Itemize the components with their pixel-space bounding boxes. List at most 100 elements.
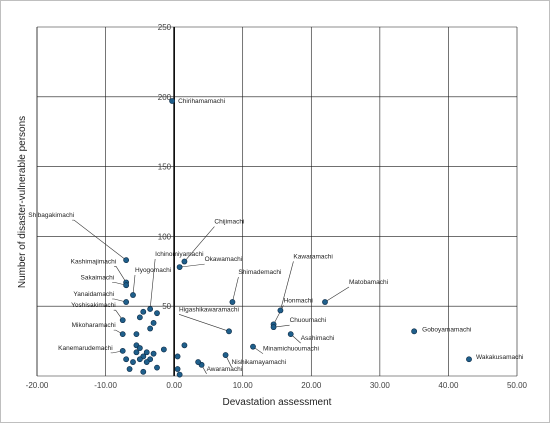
data-point	[123, 356, 130, 363]
data-point	[169, 98, 175, 104]
grid-layer	[36, 26, 518, 377]
leader-line	[110, 350, 123, 354]
point-label: Wakakusamachi	[476, 354, 523, 361]
leader-line	[179, 263, 205, 268]
data-point	[130, 292, 136, 298]
point-label: Higashikawaramachi	[179, 306, 239, 313]
data-point	[150, 320, 157, 326]
x-tick-label: -20.00	[26, 381, 49, 390]
y-tick-label: 100	[158, 232, 172, 241]
data-point	[154, 310, 160, 317]
leader-line	[114, 266, 127, 283]
point-label: Shibagakimachi	[28, 212, 74, 219]
point-label: Chuoumachi	[290, 317, 327, 324]
x-axis-title: Devastation assessment	[223, 397, 332, 408]
y-tick-label: 50	[162, 302, 171, 311]
x-tick-label: 50.00	[507, 381, 528, 390]
leader-line	[280, 261, 294, 311]
data-point	[287, 331, 294, 338]
data-point	[119, 331, 126, 338]
leader-line	[112, 298, 127, 303]
point-label: Kanemarudemachi	[58, 345, 113, 352]
axis-layer: -20.00 -10.00 0.00 10.00 20.00 30.00 40.00 50.0…	[26, 23, 528, 390]
leader-line	[184, 226, 215, 262]
point-label: Ichinomiyamachi	[155, 251, 203, 258]
data-point	[130, 359, 136, 365]
data-point	[176, 264, 183, 271]
x-tick-label: 10.00	[233, 381, 254, 390]
data-point	[160, 346, 167, 353]
y-tick-label: 200	[158, 93, 172, 102]
x-tick-label: 40.00	[438, 381, 459, 390]
data-point	[119, 317, 126, 324]
data-point	[123, 282, 130, 289]
point-label: Kawaramachi	[293, 253, 332, 260]
y-tick-label: 150	[158, 163, 172, 172]
point-label: Nishikamayamachi	[232, 359, 287, 366]
data-point	[147, 306, 154, 312]
data-point	[322, 299, 328, 305]
point-label: Goboyamamachi	[422, 326, 471, 333]
leader-line	[232, 276, 239, 303]
leader-line	[72, 219, 127, 261]
data-point	[466, 356, 472, 363]
leader-line	[178, 314, 230, 332]
y-tick-label: 250	[158, 23, 172, 32]
point-label: Matobamachi	[349, 279, 388, 286]
point-label: Okawamachi	[205, 256, 243, 263]
data-point	[119, 347, 126, 354]
x-tick-label: 20.00	[301, 381, 322, 390]
data-point	[195, 359, 202, 365]
x-tick-label: -10.00	[94, 381, 117, 390]
data-point-layer	[119, 98, 472, 378]
data-point	[133, 349, 140, 356]
data-point	[250, 343, 256, 350]
point-label: Shimademachi	[238, 269, 281, 276]
leader-line	[112, 281, 127, 286]
data-point	[147, 325, 154, 332]
point-label: Hyogomachi	[135, 267, 171, 274]
point-label-layer: Chirihamamachi Shibagakimachi Chijimachi Ka…	[28, 98, 523, 373]
data-point	[174, 366, 181, 372]
point-label: Asahimachi	[301, 335, 335, 342]
data-point	[123, 299, 130, 305]
x-tick-label: 0.00	[166, 381, 182, 390]
data-point	[277, 307, 284, 314]
point-label: Sakaimachi	[81, 274, 115, 281]
x-tick-label: 30.00	[370, 381, 391, 390]
data-point	[136, 345, 143, 351]
point-label: Awaramachi	[207, 366, 243, 373]
data-point	[143, 359, 150, 365]
point-label: Minamichuoumachi	[263, 346, 319, 353]
data-point	[136, 314, 143, 321]
data-point	[222, 352, 229, 358]
data-point	[140, 368, 147, 375]
point-label: Kashimajimachi	[71, 258, 117, 265]
data-point	[176, 371, 183, 378]
data-point	[226, 328, 232, 335]
point-label: Yoshisakimachi	[71, 302, 116, 309]
data-point	[150, 350, 157, 357]
data-point	[140, 308, 147, 315]
data-point	[143, 349, 150, 356]
leader-line	[324, 286, 350, 303]
point-label: Chijimachi	[214, 219, 244, 226]
data-point	[229, 299, 236, 305]
data-point	[123, 257, 130, 264]
data-point	[181, 342, 188, 349]
y-axis-title: Number of disaster-vulnerable persons	[17, 116, 28, 288]
point-label: Mikoharamachi	[72, 322, 116, 329]
data-point	[136, 356, 143, 363]
data-point	[181, 258, 188, 265]
data-point	[133, 331, 140, 338]
point-label: Yanaidamachi	[73, 291, 114, 298]
data-point	[126, 366, 133, 372]
data-point	[154, 364, 160, 371]
data-point	[174, 353, 181, 360]
point-label: Honmachi	[284, 297, 313, 304]
leader-line	[113, 309, 123, 321]
data-point	[270, 324, 277, 331]
leader-line	[132, 275, 136, 296]
